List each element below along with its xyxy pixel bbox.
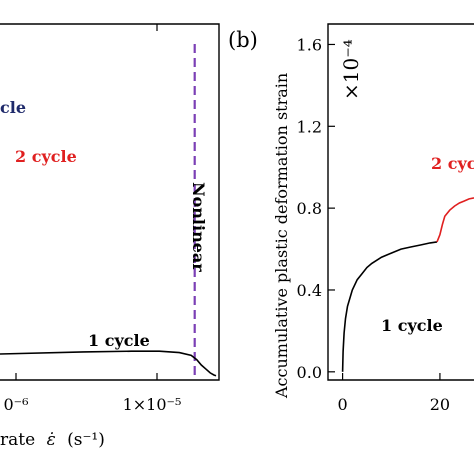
annotation-2-cycle-a: 2 cycle (15, 147, 77, 166)
panel-a-frame (0, 23, 220, 381)
series-2-cycle-curve-b (436, 197, 474, 243)
panel-b-y-axis-label: Accumulative plastic deformation strain (272, 73, 291, 399)
panel-b-y-tick-label: 0.4 (297, 281, 322, 300)
panel-a-x-axis-label: rate ε̇ (s⁻¹) (0, 430, 105, 450)
annotation-nonlinear: Nonlinear (189, 182, 208, 272)
panel-b-y-tick-label: 0.8 (297, 199, 322, 218)
panel-b-y-multiplier: ×10⁻⁴ (339, 39, 363, 100)
annotation-1-cycle-b: 1 cycle (381, 316, 443, 335)
panel-a-x-tick-label: 0⁻⁶ (3, 395, 28, 414)
panel-b-y-tick-label: 1.2 (297, 117, 322, 136)
annotation-cycle-truncated: cle (0, 98, 26, 117)
panel-label-b: (b) (228, 28, 258, 52)
panel-b-frame (327, 23, 474, 381)
panel-a-x-tick-label: 1×10⁻⁵ (123, 395, 182, 414)
panel-b-x-tick-label: 0 (338, 395, 348, 414)
panel-b-y-tick-label: 1.6 (297, 35, 322, 54)
annotation-2-cycle-b: 2 cyc (431, 154, 474, 173)
annotation-1-cycle-a: 1 cycle (88, 331, 150, 350)
panel-b: (b) Accumulative plastic deformation str… (228, 23, 474, 414)
panel-a: cle 2 cycle 1 cycle Nonlinear 0⁻⁶ 1×10⁻⁵… (0, 23, 220, 450)
panel-b-y-tick-label: 0.0 (297, 363, 322, 382)
series-1-cycle-curve-a (0, 350, 217, 377)
panel-b-x-ticks: 0 20 (338, 373, 450, 414)
panel-b-y-ticks: 0.0 0.4 0.8 1.2 1.6 (297, 35, 335, 382)
series-1-cycle-curve-b (341, 241, 438, 372)
panel-b-x-tick-label: 20 (430, 395, 450, 414)
